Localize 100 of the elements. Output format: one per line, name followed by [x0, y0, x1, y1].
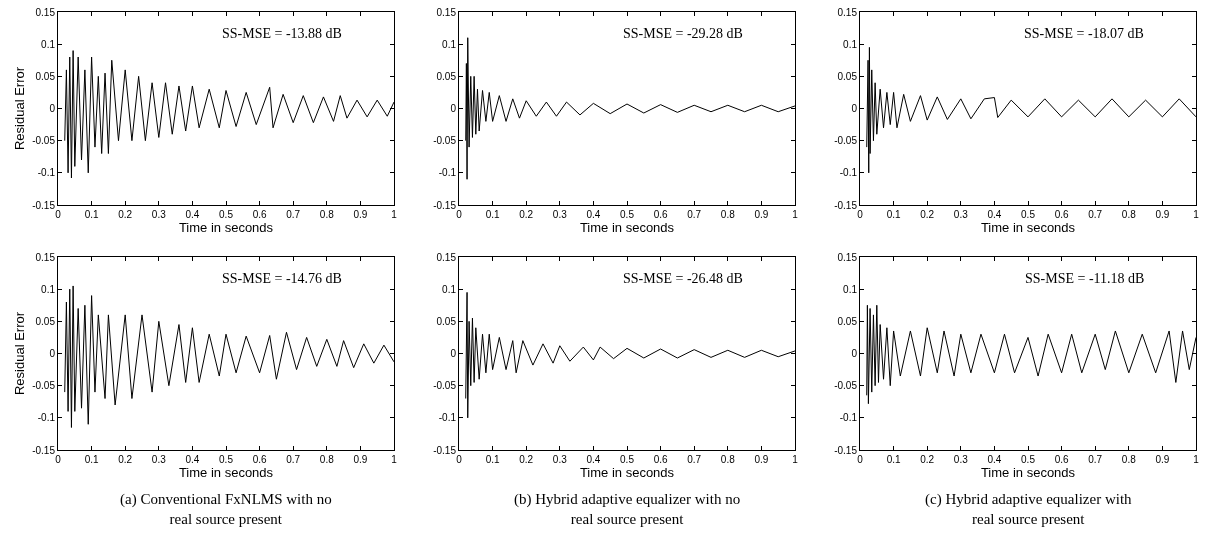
y-tick-label: 0 — [450, 348, 457, 359]
y-tick-label: 0.1 — [843, 283, 858, 295]
y-tick-label: -0.1 — [438, 167, 457, 179]
x-tick-label: 0.9 — [353, 209, 368, 220]
y-tick-label: -0.1 — [438, 412, 457, 424]
x-tick-label: 0.8 — [1121, 209, 1137, 220]
y-tick-label: 0.15 — [436, 251, 457, 263]
x-tick-label: 1 — [792, 454, 799, 465]
y-tick-label: 0.1 — [442, 38, 457, 50]
y-tick-label: 0.05 — [837, 70, 858, 82]
y-axis-title: Residual Error — [12, 311, 28, 396]
y-tick-label: 0.15 — [837, 6, 858, 18]
x-tick-label: 0.4 — [185, 454, 200, 465]
y-tick-label: -0.1 — [37, 412, 56, 424]
x-tick-label: 0.6 — [252, 209, 267, 220]
annotation: SS-MSE = -11.18 dB — [1025, 271, 1145, 286]
y-tick-label: 0.15 — [35, 6, 56, 18]
y-tick-label: -0.15 — [32, 199, 56, 211]
y-tick-label: 0.15 — [35, 251, 56, 263]
x-axis-title: Time in seconds — [579, 465, 675, 480]
x-tick-label: 0.7 — [1088, 209, 1103, 220]
annotation: SS-MSE = -13.88 dB — [222, 26, 342, 41]
y-tick-label: -0.15 — [32, 444, 56, 456]
y-tick-label: 0.05 — [837, 315, 858, 327]
x-tick-label: 0.1 — [84, 209, 99, 220]
x-tick-label: 0.7 — [286, 454, 301, 465]
y-tick-label: -0.15 — [834, 444, 858, 456]
x-tick-label: 0.5 — [1021, 209, 1036, 220]
annotation: SS-MSE = -18.07 dB — [1024, 26, 1144, 41]
y-tick-label: 0 — [851, 348, 858, 359]
x-tick-label: 0.8 — [319, 454, 335, 465]
x-tick-label: 0.2 — [920, 454, 935, 465]
y-tick-label: 0.05 — [436, 315, 457, 327]
x-tick-label: 0.7 — [687, 209, 702, 220]
y-tick-label: 0.1 — [41, 283, 56, 295]
x-tick-label: 0.1 — [485, 454, 500, 465]
x-axis-title: Time in seconds — [980, 220, 1076, 235]
x-tick-label: 0.2 — [519, 209, 534, 220]
x-tick-label: 0.7 — [1088, 454, 1103, 465]
y-tick-label: -0.1 — [839, 412, 858, 424]
y-axis-title: Residual Error — [12, 66, 28, 151]
x-tick-label: 0.9 — [353, 454, 368, 465]
y-tick-label: 0.15 — [837, 251, 858, 263]
x-tick-label: 0.2 — [118, 209, 133, 220]
y-tick-label: -0.1 — [37, 167, 56, 179]
x-tick-label: 0.8 — [319, 209, 335, 220]
x-tick-label: 0.9 — [1155, 454, 1170, 465]
x-tick-label: 0.4 — [987, 209, 1002, 220]
x-tick-label: 0.5 — [620, 454, 635, 465]
y-tick-label: 0.15 — [436, 6, 457, 18]
x-tick-label: 0.8 — [720, 209, 736, 220]
x-tick-label: 0.4 — [586, 454, 601, 465]
annotation: SS-MSE = -26.48 dB — [623, 271, 743, 286]
y-tick-label: -0.1 — [839, 167, 858, 179]
x-tick-label: 1 — [792, 209, 799, 220]
x-tick-label: 0.8 — [720, 454, 736, 465]
x-tick-label: 0.5 — [620, 209, 635, 220]
y-tick-label: 0.05 — [35, 70, 56, 82]
annotation: SS-MSE = -29.28 dB — [623, 26, 743, 41]
x-tick-label: 0.5 — [219, 454, 234, 465]
x-tick-label: 0.3 — [552, 209, 568, 220]
x-tick-label: 0.9 — [754, 209, 769, 220]
x-tick-label: 0.4 — [185, 209, 200, 220]
y-tick-label: -0.05 — [834, 135, 858, 147]
x-tick-label: 0.4 — [586, 209, 601, 220]
y-tick-label: -0.15 — [433, 199, 457, 211]
y-tick-label: -0.15 — [433, 444, 457, 456]
x-tick-label: 0.6 — [1054, 454, 1069, 465]
y-tick-label: 0.1 — [41, 38, 56, 50]
text: (c) Hybrid adaptive equalizer with real source present — [925, 491, 1133, 527]
x-tick-label: 0.6 — [653, 454, 668, 465]
x-axis-title: Time in seconds — [980, 465, 1076, 480]
x-tick-label: 0.6 — [653, 209, 668, 220]
y-tick-label: 0.05 — [35, 315, 56, 327]
y-tick-label: -0.05 — [433, 135, 457, 147]
x-tick-label: 0.7 — [286, 209, 301, 220]
x-tick-label: 0.2 — [519, 454, 534, 465]
y-tick-label: 0.05 — [436, 70, 457, 82]
x-tick-label: 0.1 — [886, 454, 901, 465]
x-tick-label: 0.8 — [1121, 454, 1137, 465]
text: (b) Hybrid adaptive equalizer with no real source present — [514, 491, 741, 527]
x-tick-label: 0.9 — [1155, 209, 1170, 220]
y-tick-label: -0.05 — [834, 380, 858, 392]
x-tick-label: 0.6 — [252, 454, 267, 465]
x-tick-label: 0.2 — [920, 209, 935, 220]
x-axis-title: Time in seconds — [178, 220, 274, 235]
y-tick-label: 0.1 — [843, 38, 858, 50]
x-tick-label: 0.3 — [151, 454, 167, 465]
x-tick-label: 0.6 — [1054, 209, 1069, 220]
x-tick-label: 1 — [391, 209, 398, 220]
x-tick-label: 0.3 — [953, 454, 969, 465]
x-tick-label: 0.2 — [118, 454, 133, 465]
y-tick-label: -0.05 — [433, 380, 457, 392]
y-tick-label: 0 — [49, 348, 56, 359]
text: (a) Conventional FxNLMS with no real source present — [120, 491, 332, 527]
y-tick-label: -0.05 — [32, 380, 56, 392]
x-tick-label: 0.5 — [219, 209, 234, 220]
x-tick-label: 0.1 — [84, 454, 99, 465]
x-tick-label: 0.1 — [485, 209, 500, 220]
x-tick-label: 0.9 — [754, 454, 769, 465]
